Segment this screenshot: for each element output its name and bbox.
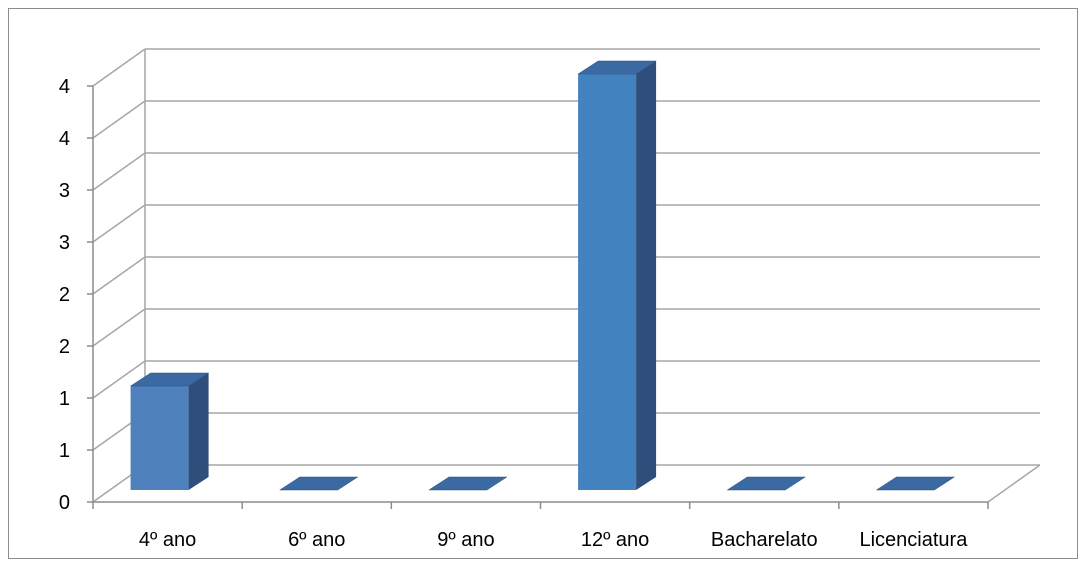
gridline-side <box>92 256 146 295</box>
x-tick-label: 9º ano <box>437 529 494 551</box>
bar-top-face <box>428 476 508 491</box>
y-tick-label: 3 <box>59 180 70 202</box>
y-tick-label: 4 <box>59 128 70 150</box>
bar <box>129 372 210 490</box>
floor-right-edge <box>987 464 1041 503</box>
y-tick-label: 2 <box>59 284 70 306</box>
bar-side-face <box>636 61 657 490</box>
bar <box>577 60 657 490</box>
gridline-side <box>92 360 146 399</box>
gridline-side <box>92 152 146 191</box>
x-tick-label: 4º ano <box>139 529 196 551</box>
y-tick-label: 4 <box>59 76 70 98</box>
x-tick-label: Licenciatura <box>859 529 968 551</box>
bar <box>428 476 508 491</box>
bar <box>278 476 359 491</box>
y-tick-label: 2 <box>59 336 70 358</box>
bar <box>875 476 956 491</box>
y-axis: 0 1 1 2 2 3 3 4 4 <box>59 76 94 514</box>
bar-top-face <box>875 476 956 491</box>
bar-top-face <box>726 476 807 491</box>
bar-top-face <box>278 476 359 491</box>
gridline-side <box>92 204 146 243</box>
gridlines <box>92 48 1040 503</box>
bar <box>726 476 807 491</box>
y-tick-label: 0 <box>59 492 70 514</box>
bar-front-face <box>578 74 637 490</box>
x-axis <box>92 464 1041 509</box>
bar-front-face <box>130 386 189 490</box>
gridline-side <box>92 308 146 347</box>
y-tick-label: 1 <box>59 440 70 462</box>
bar-side-face <box>188 373 209 490</box>
x-tick-labels: 4º ano 6º ano 9º ano 12º ano Bacharelato Lice… <box>139 529 968 551</box>
bar-top-face <box>129 372 210 387</box>
bars <box>129 60 956 491</box>
bar-top-face <box>577 60 657 75</box>
y-tick-label: 1 <box>59 388 70 410</box>
x-tick-label: Bacharelato <box>711 529 818 551</box>
x-tick-label: 6º ano <box>288 529 345 551</box>
gridline-side <box>92 100 146 139</box>
x-tick-label: 12º ano <box>581 529 649 551</box>
y-tick-label: 3 <box>59 232 70 254</box>
gridline-side <box>92 48 146 87</box>
